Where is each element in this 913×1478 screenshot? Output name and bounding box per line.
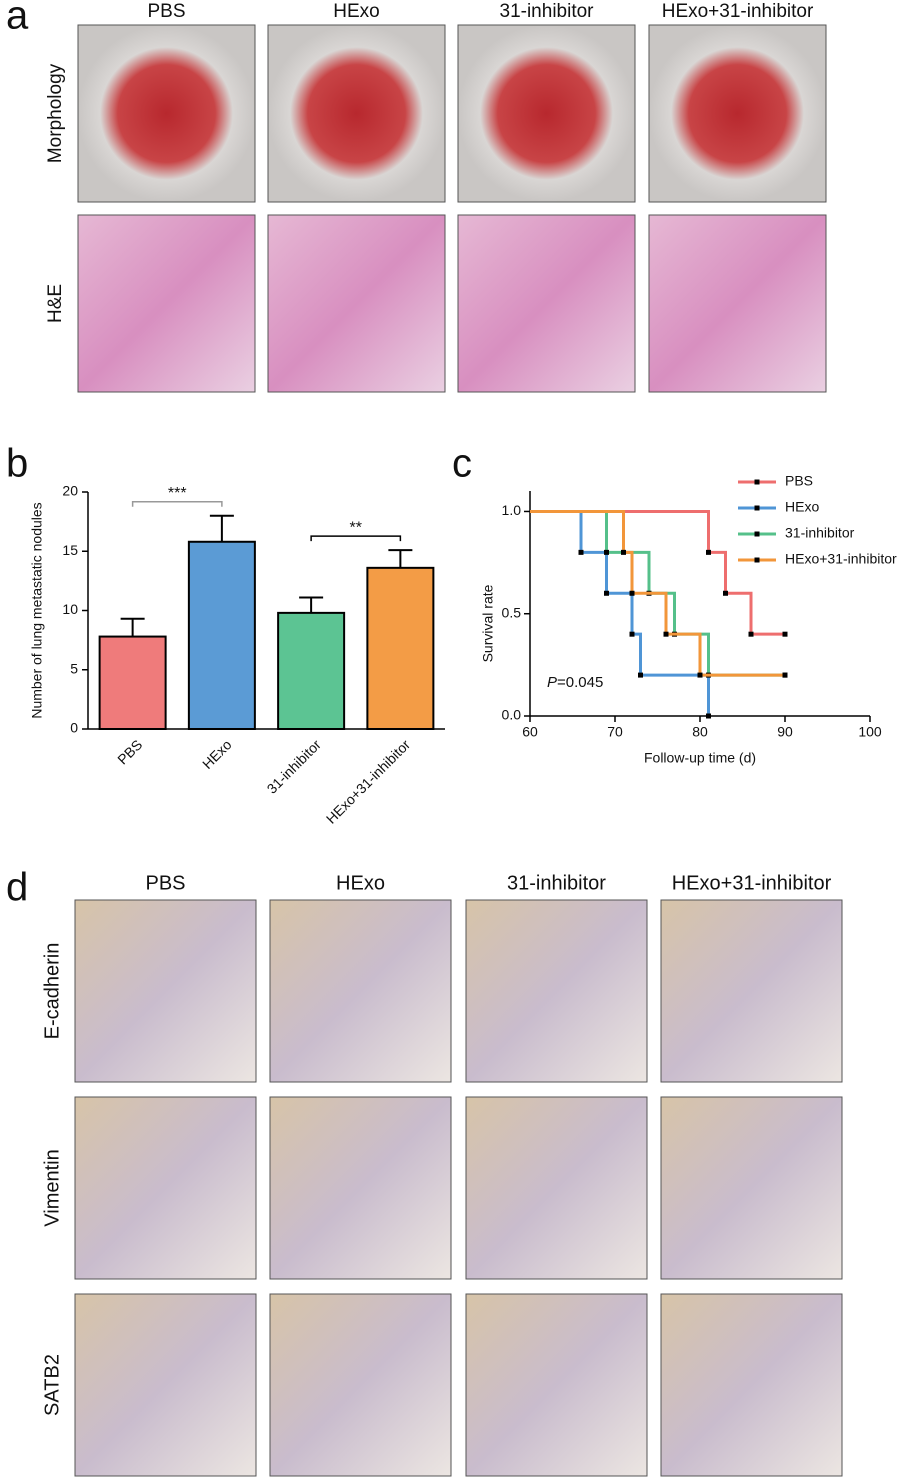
- censor-mark: [782, 672, 788, 678]
- censor-mark: [604, 549, 609, 555]
- column-header: HExo: [336, 872, 385, 894]
- bar: [277, 611, 346, 730]
- image-tile: [648, 24, 827, 203]
- legend-marker: [754, 479, 760, 485]
- p-value: P=0.045: [547, 674, 603, 691]
- image-tile: [457, 24, 636, 203]
- image-tile: [267, 214, 446, 393]
- censor-mark: [748, 631, 754, 637]
- x-tick-label: 90: [777, 724, 793, 740]
- legend-marker: [754, 505, 760, 511]
- censor-mark: [638, 672, 643, 678]
- x-tick-label: 80: [692, 724, 708, 740]
- x-tick-label: 70: [607, 724, 623, 740]
- censor-mark: [629, 631, 635, 637]
- column-header: 31-inhibitor: [500, 1, 595, 22]
- row-label: E-cadherin: [41, 943, 63, 1040]
- censor-mark: [706, 713, 711, 719]
- y-tick-label: 0.0: [502, 707, 522, 723]
- row-label: H&E: [45, 284, 66, 323]
- p-symbol: P: [547, 674, 557, 691]
- p-value-text: =0.045: [557, 674, 603, 691]
- column-header: HExo+31-inhibitor: [662, 1, 814, 22]
- x-tick-label: 60: [522, 724, 538, 740]
- significance-label: ***: [168, 485, 187, 502]
- x-tick-label: HExo+31-inhibitor: [323, 736, 414, 827]
- censor-mark: [723, 590, 728, 596]
- censor-mark: [578, 549, 584, 555]
- panel-label: c: [452, 442, 472, 486]
- legend-marker: [754, 557, 760, 563]
- x-tick-label: HExo: [199, 736, 235, 772]
- significance-label: **: [350, 519, 362, 536]
- legend-label: 31-inhibitor: [785, 525, 855, 541]
- y-axis-label: Number of lung metastatic nodules: [29, 502, 45, 718]
- y-tick-label: 0: [70, 720, 78, 736]
- image-tile: [660, 1293, 843, 1477]
- panel-label: d: [6, 866, 28, 910]
- panel-label: b: [6, 442, 28, 486]
- y-tick-label: 5: [70, 660, 78, 676]
- image-tile: [77, 24, 256, 203]
- censor-mark: [604, 590, 609, 596]
- x-tick-label: PBS: [114, 736, 145, 767]
- legend-label: PBS: [785, 473, 813, 489]
- column-header: HExo: [333, 1, 379, 22]
- image-tile: [74, 899, 257, 1083]
- image-tile: [660, 1096, 843, 1280]
- survival-curve: [530, 509, 785, 636]
- y-tick-label: 15: [62, 542, 78, 558]
- censor-mark: [697, 672, 703, 678]
- censor-mark: [706, 549, 711, 555]
- y-tick-label: 20: [62, 483, 78, 499]
- censor-mark: [663, 631, 669, 637]
- y-tick-label: 10: [62, 601, 78, 617]
- image-tile: [77, 214, 256, 393]
- y-tick-label: 1.0: [502, 502, 522, 518]
- y-axis-label: Survival rate: [480, 584, 496, 662]
- image-tile: [74, 1293, 257, 1477]
- bar: [98, 635, 167, 731]
- row-label: Vimentin: [41, 1149, 63, 1226]
- image-tile: [269, 899, 452, 1083]
- censor-mark: [782, 631, 788, 637]
- x-tick-label: 100: [858, 724, 882, 740]
- row-label: Morphology: [45, 63, 66, 163]
- image-tile: [465, 1096, 648, 1280]
- image-tile: [648, 214, 827, 393]
- image-tile: [269, 1293, 452, 1477]
- legend-label: HExo+31-inhibitor: [785, 551, 897, 567]
- image-tile: [74, 1096, 257, 1280]
- legend-marker: [754, 531, 760, 537]
- survival-curve: [530, 509, 785, 677]
- column-header: PBS: [147, 1, 185, 22]
- x-tick-label: 31-inhibitor: [264, 736, 325, 797]
- image-tile: [267, 24, 446, 203]
- y-tick-label: 0.5: [502, 604, 522, 620]
- significance-bracket: [310, 535, 402, 542]
- censor-mark: [621, 549, 626, 555]
- column-header: HExo+31-inhibitor: [672, 872, 832, 894]
- bar: [187, 540, 256, 731]
- image-tile: [465, 1293, 648, 1477]
- image-tile: [269, 1096, 452, 1280]
- image-tile: [457, 214, 636, 393]
- column-header: PBS: [145, 872, 185, 894]
- image-tile: [660, 899, 843, 1083]
- panel-label: a: [6, 0, 29, 38]
- image-tile: [465, 899, 648, 1083]
- column-header: 31-inhibitor: [507, 872, 606, 894]
- significance-bracket: [131, 500, 223, 507]
- censor-mark: [629, 590, 635, 596]
- legend-label: HExo: [785, 499, 819, 515]
- row-label: SATB2: [41, 1354, 63, 1416]
- x-axis-label: Follow-up time (d): [644, 750, 756, 766]
- bar: [366, 566, 435, 731]
